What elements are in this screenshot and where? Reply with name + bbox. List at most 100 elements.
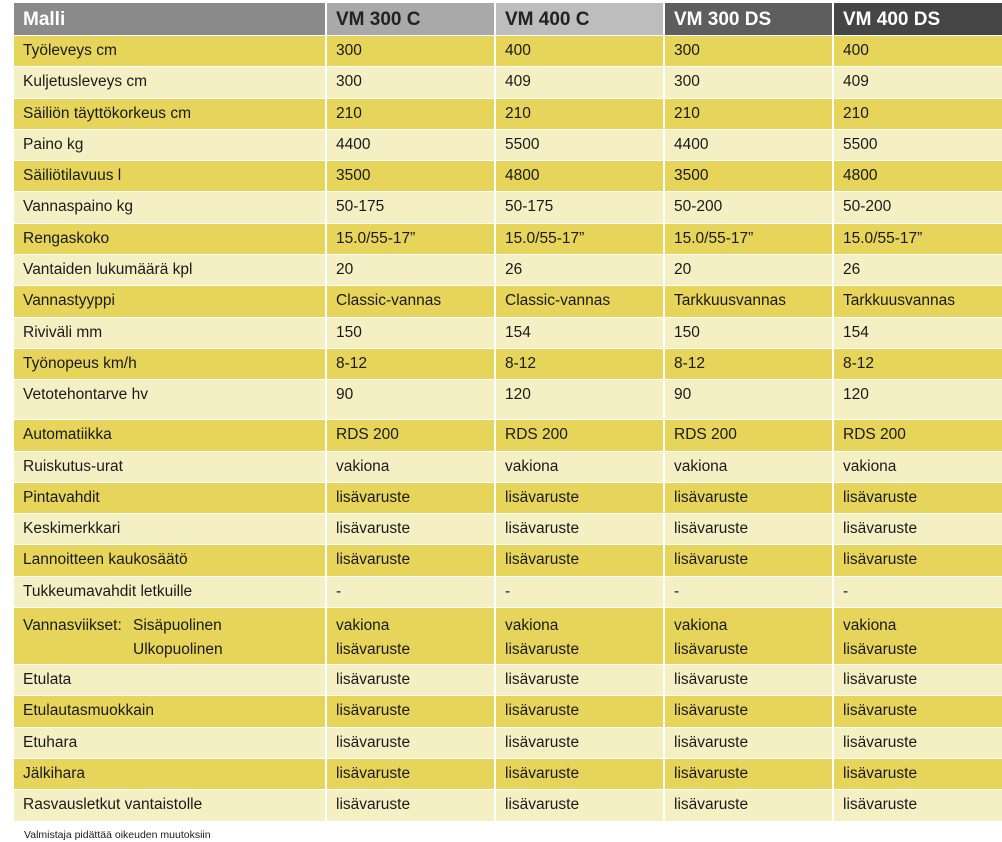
table-row: Ruiskutus-urat vakiona vakiona vakiona vakio… [14, 451, 1002, 483]
header-cell: Malli [14, 3, 327, 35]
table-cell: - [665, 576, 834, 608]
table-cell: 300 [327, 67, 496, 98]
table-row: Lannoitteen kaukosäätö lisävaruste lisävar… [14, 545, 1002, 577]
table-cell: lisävaruste [496, 790, 665, 821]
table-cell: 4400 [665, 129, 834, 161]
table-cell: vakiona lisävaruste [834, 608, 1002, 665]
table-cell: 409 [834, 67, 1002, 98]
table-row: Pintavahdit lisävaruste lisävaruste lisävar… [14, 482, 1002, 515]
table-cell: 90 [327, 380, 496, 420]
table-cell: lisävaruste [834, 514, 1002, 545]
table-cell: 5500 [834, 129, 1002, 161]
header-row: Malli VM 300 C VM 400 C VM 300 DS VM 400… [14, 3, 1002, 36]
table-cell: vakiona [496, 451, 665, 482]
row-label: Etuhara [14, 727, 327, 758]
table-cell: 300 [665, 36, 834, 67]
table-row: Rasvausletkut vantaistolle lisävaruste lis… [14, 790, 1002, 822]
row-label: Etulata [14, 665, 327, 696]
table-cell: lisävaruste [327, 665, 496, 696]
table-cell: 15.0/55-17” [327, 223, 496, 255]
table-cell: lisävaruste [665, 727, 834, 758]
table-cell: lisävaruste [834, 790, 1002, 821]
table-cell: 210 [327, 98, 496, 129]
table-cell: Tarkkuusvannas [665, 286, 834, 317]
table-cell: 3500 [665, 161, 834, 192]
cell-value: lisävaruste [505, 641, 580, 659]
table-cell: 4400 [327, 129, 496, 161]
row-label: Automatiikka [14, 420, 327, 451]
table-cell: 120 [834, 380, 1002, 420]
table-cell: lisävaruste [665, 665, 834, 696]
table-cell: lisävaruste [496, 545, 665, 576]
table-cell: 3500 [327, 161, 496, 192]
table-cell: lisävaruste [834, 665, 1002, 696]
table-cell: 8-12 [496, 348, 665, 380]
table-cell: lisävaruste [665, 482, 834, 514]
table-cell: 154 [496, 317, 665, 348]
row-label: Vantaiden lukumäärä kpl [14, 255, 327, 286]
table-cell: 400 [496, 36, 665, 67]
cell-value: vakiona [336, 617, 390, 635]
row-label: Kuljetusleveys cm [14, 67, 327, 98]
table-cell: 5500 [496, 129, 665, 161]
table-row: Riviväli mm 150 154 150 154 [14, 317, 1002, 349]
vannasviikset-sub-outer: Ulkopuolinen [133, 641, 223, 659]
row-label: Keskimerkkari [14, 514, 327, 545]
table-row: Säiliön täyttökorkeus cm 210 210 210 210 [14, 98, 1002, 130]
table-cell: 300 [327, 36, 496, 67]
vannasviikset-sub-inner: Sisäpuolinen [133, 617, 222, 635]
table-cell: 26 [496, 255, 665, 286]
table-cell: Classic-vannas [496, 286, 665, 317]
table-cell: lisävaruste [496, 514, 665, 545]
row-label: Jälkihara [14, 758, 327, 790]
row-label: Vannastyyppi [14, 286, 327, 317]
table-cell: 210 [834, 98, 1002, 129]
table-row: Automatiikka RDS 200 RDS 200 RDS 200 RDS 200 [14, 420, 1002, 452]
table-cell: 26 [834, 255, 1002, 286]
table-cell: RDS 200 [665, 420, 834, 451]
vannasviikset-label: Vannasviikset: [23, 617, 122, 635]
table-row: Työleveys cm 300 400 300 400 [14, 36, 1002, 68]
table-cell: - [327, 576, 496, 608]
header-cell: VM 300 DS [665, 3, 834, 35]
row-label: Pintavahdit [14, 482, 327, 514]
table-cell: lisävaruste [327, 696, 496, 727]
table-cell: lisävaruste [665, 696, 834, 727]
row-label: Ruiskutus-urat [14, 451, 327, 482]
table-cell: lisävaruste [496, 758, 665, 790]
table-row: Etulautasmuokkain lisävaruste lisävaruste l… [14, 696, 1002, 728]
table-cell: 409 [496, 67, 665, 98]
table-row: Tukkeumavahdit letkuille - - - - [14, 576, 1002, 609]
table-cell: vakiona [834, 451, 1002, 482]
row-label: Lannoitteen kaukosäätö [14, 545, 327, 576]
table-cell: 210 [665, 98, 834, 129]
row-label: Riviväli mm [14, 317, 327, 348]
table-cell: lisävaruste [834, 758, 1002, 790]
table-cell: lisävaruste [496, 696, 665, 727]
table-cell: RDS 200 [834, 420, 1002, 451]
table-cell: 90 [665, 380, 834, 420]
cell-value: vakiona [843, 617, 897, 635]
table-row: Työnopeus km/h 8-12 8-12 8-12 8-12 [14, 348, 1002, 381]
table-cell: 50-200 [665, 192, 834, 223]
table-cell: 300 [665, 67, 834, 98]
spec-table: Malli VM 300 C VM 400 C VM 300 DS VM 400… [14, 3, 1002, 822]
row-label: Tukkeumavahdit letkuille [14, 576, 327, 608]
table-cell: vakiona lisävaruste [327, 608, 496, 665]
table-cell: lisävaruste [834, 545, 1002, 576]
table-row-vannasviikset: Vannasviikset: Sisäpuolinen Ulkopuolinen… [14, 608, 1002, 666]
table-cell: vakiona lisävaruste [496, 608, 665, 665]
table-row: Rengaskoko 15.0/55-17” 15.0/55-17” 15.0/55-… [14, 223, 1002, 256]
table-cell: 20 [665, 255, 834, 286]
table-row: Kuljetusleveys cm 300 409 300 409 [14, 67, 1002, 99]
table-cell: vakiona [327, 451, 496, 482]
table-cell: 150 [327, 317, 496, 348]
table-cell: lisävaruste [834, 482, 1002, 514]
table-row: Jälkihara lisävaruste lisävaruste lisävarus… [14, 758, 1002, 791]
table-row: Paino kg 4400 5500 4400 5500 [14, 129, 1002, 162]
table-cell: lisävaruste [665, 545, 834, 576]
row-label: Säiliötilavuus l [14, 161, 327, 192]
cell-value: vakiona [505, 617, 559, 635]
table-cell: 15.0/55-17” [496, 223, 665, 255]
cell-value: lisävaruste [336, 641, 411, 659]
